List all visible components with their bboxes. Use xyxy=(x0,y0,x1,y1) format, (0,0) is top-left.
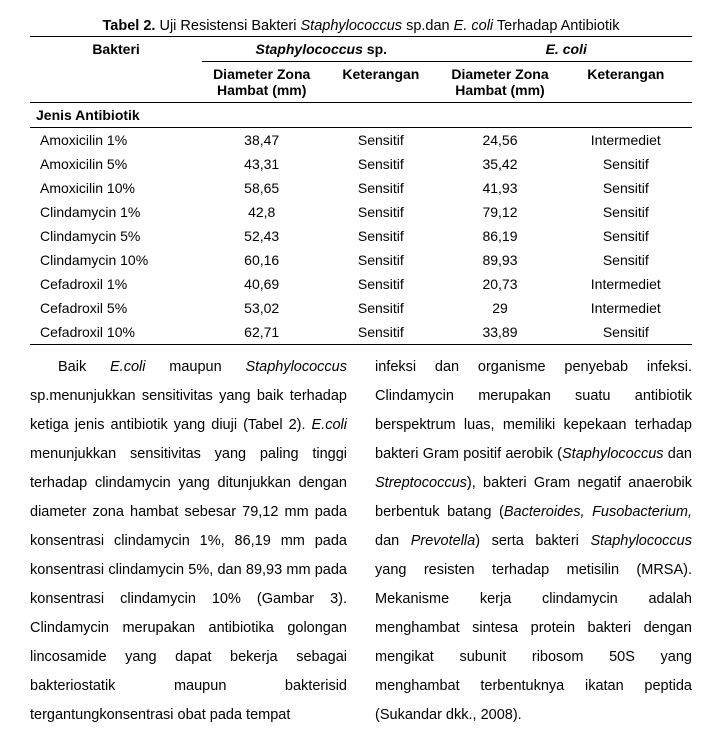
col-bakteri: Bakteri xyxy=(30,37,202,103)
cell-staph-ket: Sensitif xyxy=(321,320,440,345)
table-row: Clindamycin 10%60,16Sensitif89,93Sensiti… xyxy=(30,248,692,272)
cell-staph-ket: Sensitif xyxy=(321,296,440,320)
rp-11: yang resisten terhadap metisilin (MRSA).… xyxy=(375,562,692,723)
rp-10: Staphylococcus xyxy=(590,533,692,549)
cell-name: Clindamycin 10% xyxy=(30,248,202,272)
table-row: Amoxicilin 1%38,47Sensitif24,56Intermedi… xyxy=(30,128,692,153)
table-row: Clindamycin 1%42,8Sensitif79,12Sensitif xyxy=(30,200,692,224)
rp-3: dan xyxy=(664,446,692,462)
rp-2: Staphylococcus xyxy=(562,446,664,462)
cell-ecoli-dz: 41,93 xyxy=(440,176,559,200)
sub-dz-1b: Hambat (mm) xyxy=(206,82,317,98)
rp-8: Prevotella xyxy=(411,533,475,549)
cell-staph-ket: Sensitif xyxy=(321,224,440,248)
table-caption: Tabel 2. Uji Resistensi Bakteri Staphylo… xyxy=(30,18,692,34)
lp-1b: E.coli xyxy=(110,359,145,375)
cell-ecoli-ket: Intermediet xyxy=(560,272,692,296)
cell-staph-ket: Sensitif xyxy=(321,248,440,272)
sub-dz-2b: Hambat (mm) xyxy=(444,82,555,98)
cell-name: Cefadroxil 5% xyxy=(30,296,202,320)
cell-name: Amoxicilin 1% xyxy=(30,128,202,153)
caption-label: Tabel 2. xyxy=(103,18,156,34)
rp-4: Streptococcus xyxy=(375,475,467,491)
cell-name: Clindamycin 1% xyxy=(30,200,202,224)
cell-name: Amoxicilin 5% xyxy=(30,152,202,176)
cell-ecoli-ket: Sensitif xyxy=(560,176,692,200)
rp-7: dan xyxy=(375,533,411,549)
section-header: Jenis Antibiotik xyxy=(30,103,692,128)
cell-ecoli-ket: Intermediet xyxy=(560,296,692,320)
cell-staph-dz: 62,71 xyxy=(202,320,321,345)
rp-6: Bacteroides, Fusobacterium, xyxy=(504,504,692,520)
cell-ecoli-ket: Sensitif xyxy=(560,200,692,224)
cell-staph-dz: 42,8 xyxy=(202,200,321,224)
cell-ecoli-dz: 33,89 xyxy=(440,320,559,345)
cell-name: Cefadroxil 1% xyxy=(30,272,202,296)
right-column: infeksi dan organisme penyebab infeksi. … xyxy=(375,353,692,730)
body-columns: Baik E.coli maupun Staphylococcus sp.men… xyxy=(30,353,692,730)
cell-staph-ket: Sensitif xyxy=(321,200,440,224)
cell-staph-dz: 53,02 xyxy=(202,296,321,320)
cell-name: Amoxicilin 10% xyxy=(30,176,202,200)
caption-species-2: E. coli xyxy=(454,18,494,34)
caption-text-1: Uji Resistensi Bakteri xyxy=(155,18,300,34)
table-row: Amoxicilin 10%58,65Sensitif41,93Sensitif xyxy=(30,176,692,200)
cell-staph-ket: Sensitif xyxy=(321,176,440,200)
lp-2: sp.menunjukkan sensitivitas yang baik te… xyxy=(30,388,347,433)
cell-ecoli-ket: Sensitif xyxy=(560,224,692,248)
resistance-table: Bakteri Staphylococcus sp. E. coli Diame… xyxy=(30,36,692,345)
sub-dz-2a: Diameter Zona xyxy=(444,66,555,82)
lp-1c: maupun xyxy=(145,359,245,375)
lp-1a: Baik xyxy=(58,359,110,375)
cell-ecoli-dz: 86,19 xyxy=(440,224,559,248)
right-paragraph: infeksi dan organisme penyebab infeksi. … xyxy=(375,353,692,730)
sub-ecoli-ket: Keterangan xyxy=(560,62,692,103)
caption-text-3: Terhadap Antibiotik xyxy=(493,18,619,34)
sub-staph-ket: Keterangan xyxy=(321,62,440,103)
cell-ecoli-ket: Sensitif xyxy=(560,248,692,272)
left-paragraph: Baik E.coli maupun Staphylococcus sp.men… xyxy=(30,353,347,730)
lp-3a: E.coli xyxy=(312,417,347,433)
table-row: Cefadroxil 10%62,71Sensitif33,89Sensitif xyxy=(30,320,692,345)
cell-staph-ket: Sensitif xyxy=(321,272,440,296)
table-row: Clindamycin 5%52,43Sensitif86,19Sensitif xyxy=(30,224,692,248)
cell-ecoli-dz: 89,93 xyxy=(440,248,559,272)
cell-staph-dz: 58,65 xyxy=(202,176,321,200)
group-ecoli: E. coli xyxy=(440,37,692,62)
table-row: Amoxicilin 5%43,31Sensitif35,42Sensitif xyxy=(30,152,692,176)
table-row: Cefadroxil 1%40,69Sensitif20,73Intermedi… xyxy=(30,272,692,296)
cell-ecoli-dz: 20,73 xyxy=(440,272,559,296)
cell-staph-dz: 40,69 xyxy=(202,272,321,296)
group-staph: Staphylococcus sp. xyxy=(202,37,440,62)
cell-ecoli-ket: Sensitif xyxy=(560,320,692,345)
cell-ecoli-ket: Sensitif xyxy=(560,152,692,176)
group-staph-suffix: sp. xyxy=(363,41,387,57)
cell-name: Clindamycin 5% xyxy=(30,224,202,248)
lp-1d: Staphylococcus xyxy=(245,359,347,375)
sub-staph-dz: Diameter Zona Hambat (mm) xyxy=(202,62,321,103)
cell-staph-ket: Sensitif xyxy=(321,128,440,153)
cell-ecoli-dz: 79,12 xyxy=(440,200,559,224)
cell-staph-dz: 60,16 xyxy=(202,248,321,272)
cell-name: Cefadroxil 10% xyxy=(30,320,202,345)
caption-text-2: sp.dan xyxy=(402,18,454,34)
group-staph-italic: Staphylococcus xyxy=(256,41,363,57)
sub-dz-1a: Diameter Zona xyxy=(206,66,317,82)
table-row: Cefadroxil 5%53,02Sensitif29Intermediet xyxy=(30,296,692,320)
cell-staph-dz: 38,47 xyxy=(202,128,321,153)
lp-3b: menunjukkan sensitivitas yang paling tin… xyxy=(30,446,347,723)
cell-ecoli-ket: Intermediet xyxy=(560,128,692,153)
cell-staph-ket: Sensitif xyxy=(321,152,440,176)
cell-ecoli-dz: 24,56 xyxy=(440,128,559,153)
cell-ecoli-dz: 29 xyxy=(440,296,559,320)
caption-species-1: Staphylococcus xyxy=(301,18,403,34)
rp-9: ) serta bakteri xyxy=(475,533,590,549)
cell-ecoli-dz: 35,42 xyxy=(440,152,559,176)
sub-ecoli-dz: Diameter Zona Hambat (mm) xyxy=(440,62,559,103)
cell-staph-dz: 43,31 xyxy=(202,152,321,176)
left-column: Baik E.coli maupun Staphylococcus sp.men… xyxy=(30,353,347,730)
cell-staph-dz: 52,43 xyxy=(202,224,321,248)
